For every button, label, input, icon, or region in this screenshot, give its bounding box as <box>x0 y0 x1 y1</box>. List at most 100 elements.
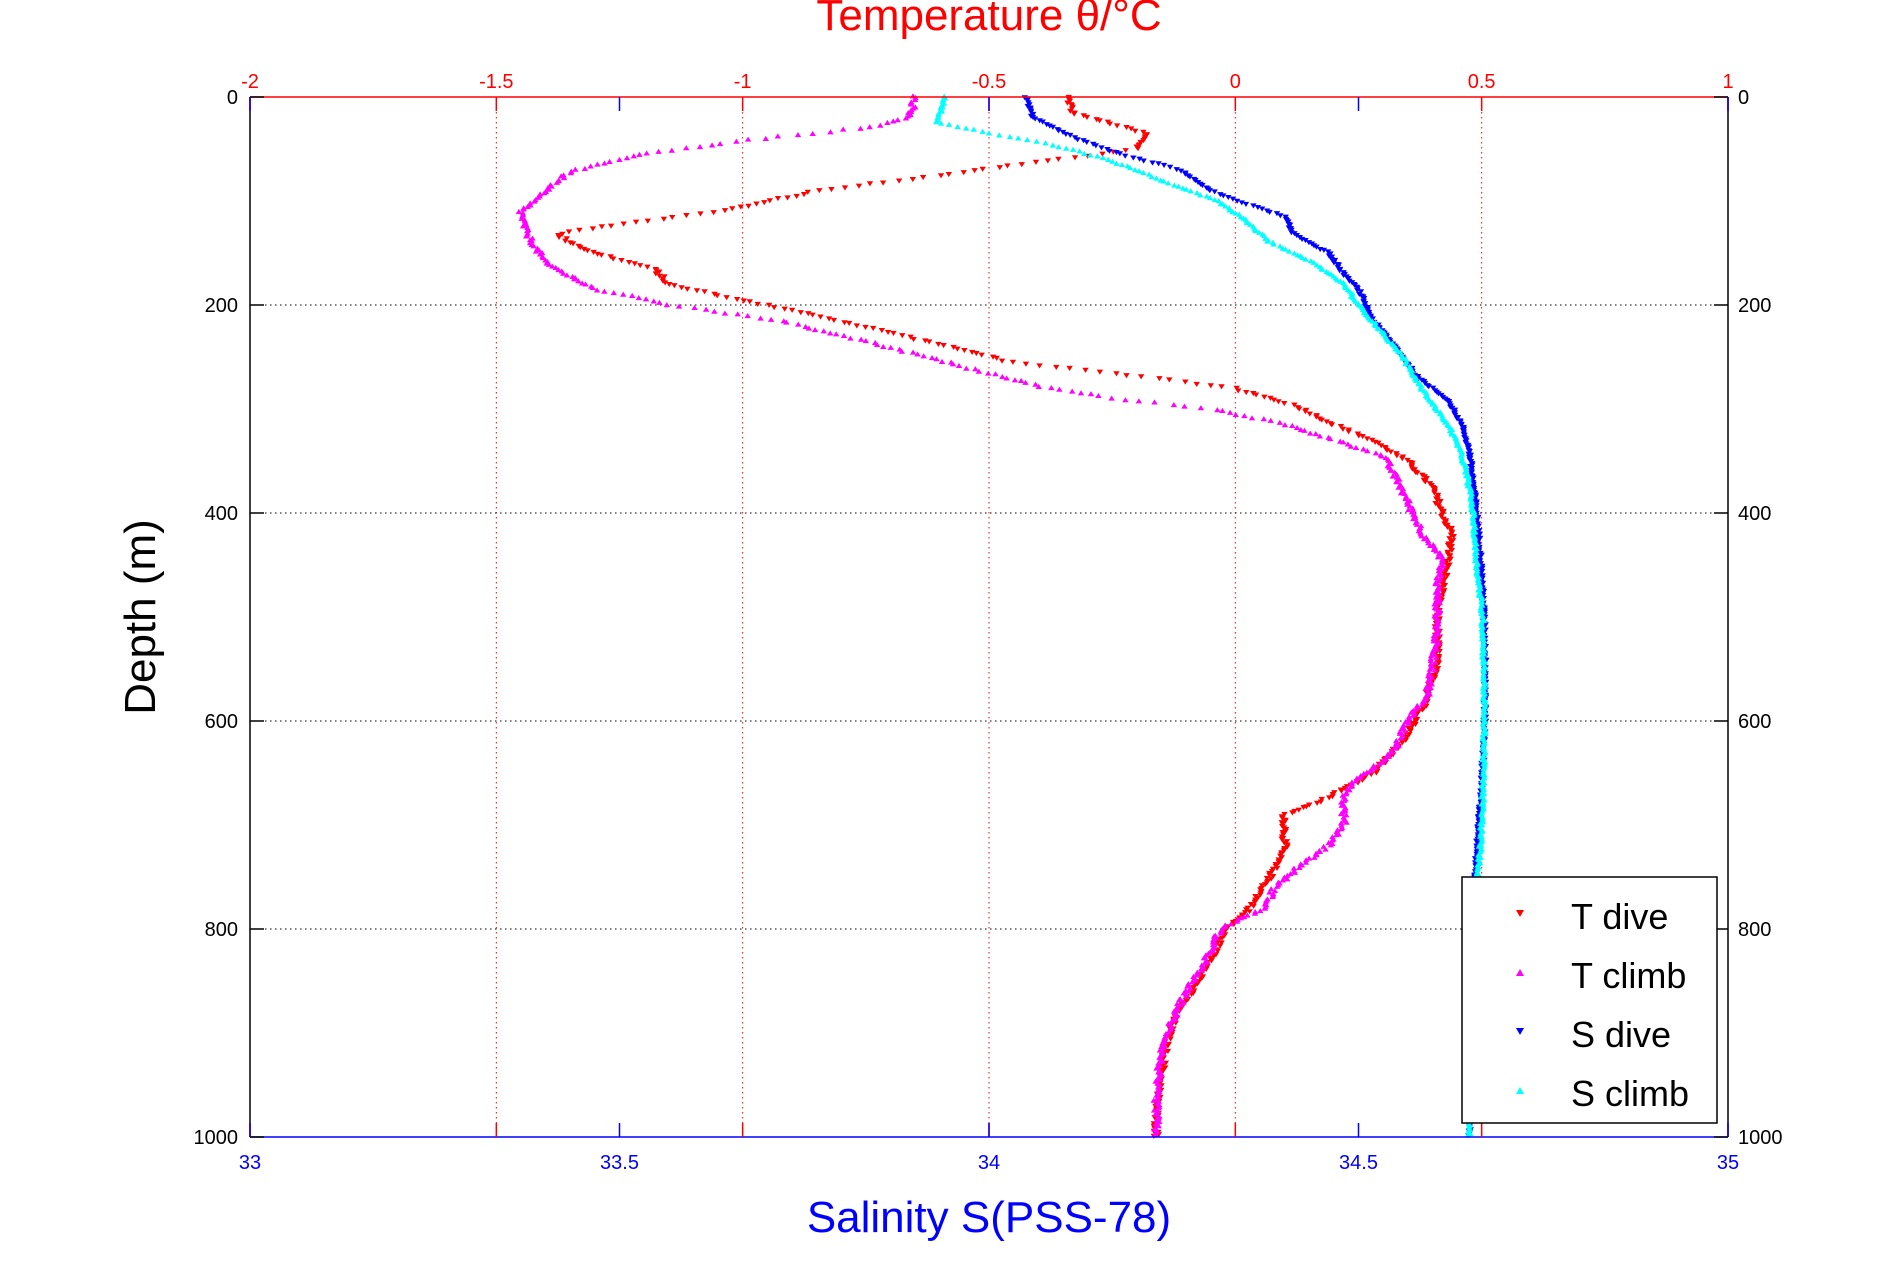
data-point <box>1214 407 1221 413</box>
data-point <box>940 96 947 102</box>
data-point <box>1064 100 1071 106</box>
data-point <box>1430 638 1437 644</box>
data-point <box>601 160 608 166</box>
data-point <box>825 316 833 322</box>
data-point <box>678 285 685 291</box>
data-point <box>545 186 553 192</box>
data-point <box>594 161 601 167</box>
data-point <box>1334 277 1341 283</box>
data-point <box>1229 196 1237 202</box>
data-point <box>1359 434 1366 440</box>
data-point <box>1140 158 1147 164</box>
data-point <box>1467 494 1474 500</box>
data-point <box>1153 1065 1160 1071</box>
data-point <box>1108 395 1115 401</box>
data-point <box>1182 998 1190 1004</box>
series-t-dive <box>555 94 1457 1139</box>
data-point <box>1233 198 1241 204</box>
legend-label-t-climb: T climb <box>1571 955 1686 996</box>
data-point <box>1264 238 1271 244</box>
data-point <box>523 233 530 239</box>
data-point <box>1226 409 1234 415</box>
data-point <box>1004 163 1011 169</box>
data-point <box>1425 384 1432 390</box>
data-point <box>711 308 718 314</box>
data-point <box>606 158 613 164</box>
data-point <box>1066 365 1073 371</box>
data-point <box>880 343 887 349</box>
data-point <box>567 170 575 176</box>
data-point <box>1113 149 1120 156</box>
data-point <box>1410 516 1417 522</box>
data-point <box>1397 735 1404 741</box>
data-point <box>1218 384 1225 390</box>
legend-item-t-dive: T dive <box>1516 896 1668 937</box>
data-point <box>933 119 940 125</box>
data-point <box>774 133 781 139</box>
data-point <box>1297 427 1305 433</box>
data-point <box>1011 377 1019 383</box>
data-point <box>1317 799 1325 805</box>
data-point <box>1306 411 1313 417</box>
data-point <box>1345 429 1352 435</box>
data-point <box>1214 948 1221 954</box>
y-tick-label-right: 800 <box>1738 919 1771 941</box>
data-point <box>713 293 721 299</box>
data-point <box>1448 547 1456 553</box>
data-point <box>744 136 752 142</box>
data-point <box>555 234 563 240</box>
data-point <box>1395 743 1402 749</box>
data-point <box>1342 791 1350 797</box>
data-point <box>1423 389 1430 395</box>
data-point <box>733 138 740 144</box>
data-point <box>666 282 673 288</box>
data-point <box>721 310 729 316</box>
data-point <box>1159 1058 1166 1064</box>
data-point <box>520 206 527 212</box>
data-point <box>783 319 790 325</box>
data-point <box>945 171 952 178</box>
data-point <box>1352 444 1360 451</box>
data-point <box>1433 646 1441 652</box>
data-point <box>1318 796 1325 802</box>
data-point <box>1276 419 1284 425</box>
data-point <box>1269 873 1277 880</box>
data-point <box>1322 846 1329 852</box>
data-point <box>708 142 716 148</box>
data-point <box>668 147 675 153</box>
data-point <box>652 271 660 277</box>
data-point <box>1238 200 1245 206</box>
data-point <box>1077 390 1085 396</box>
data-point <box>1270 397 1278 403</box>
data-point <box>683 145 690 151</box>
data-point <box>1080 113 1087 119</box>
data-point <box>1035 383 1042 390</box>
data-point <box>1123 373 1130 379</box>
bottom-tick-label: 33 <box>239 1152 261 1174</box>
data-point <box>1328 422 1336 428</box>
data-point <box>684 286 691 292</box>
data-point <box>1422 479 1429 485</box>
data-point <box>890 330 897 337</box>
data-point <box>1140 138 1147 144</box>
data-point <box>630 153 638 159</box>
data-point <box>961 348 968 354</box>
data-point <box>1189 979 1196 985</box>
data-point <box>1305 240 1313 246</box>
data-point <box>1337 811 1345 817</box>
data-point <box>757 315 764 321</box>
data-point <box>723 295 730 301</box>
data-point <box>1477 847 1485 853</box>
data-point <box>1330 260 1338 266</box>
top-axis-title: Temperature θ/°C <box>816 0 1161 40</box>
data-point <box>1032 159 1040 165</box>
data-point <box>1439 413 1446 419</box>
data-point <box>884 329 892 335</box>
data-point <box>1024 103 1031 109</box>
data-point <box>531 198 538 204</box>
data-point <box>587 163 594 169</box>
data-point <box>862 337 870 344</box>
data-point <box>1275 860 1283 866</box>
y-tick-label-right: 200 <box>1738 295 1771 317</box>
data-point <box>761 200 768 206</box>
